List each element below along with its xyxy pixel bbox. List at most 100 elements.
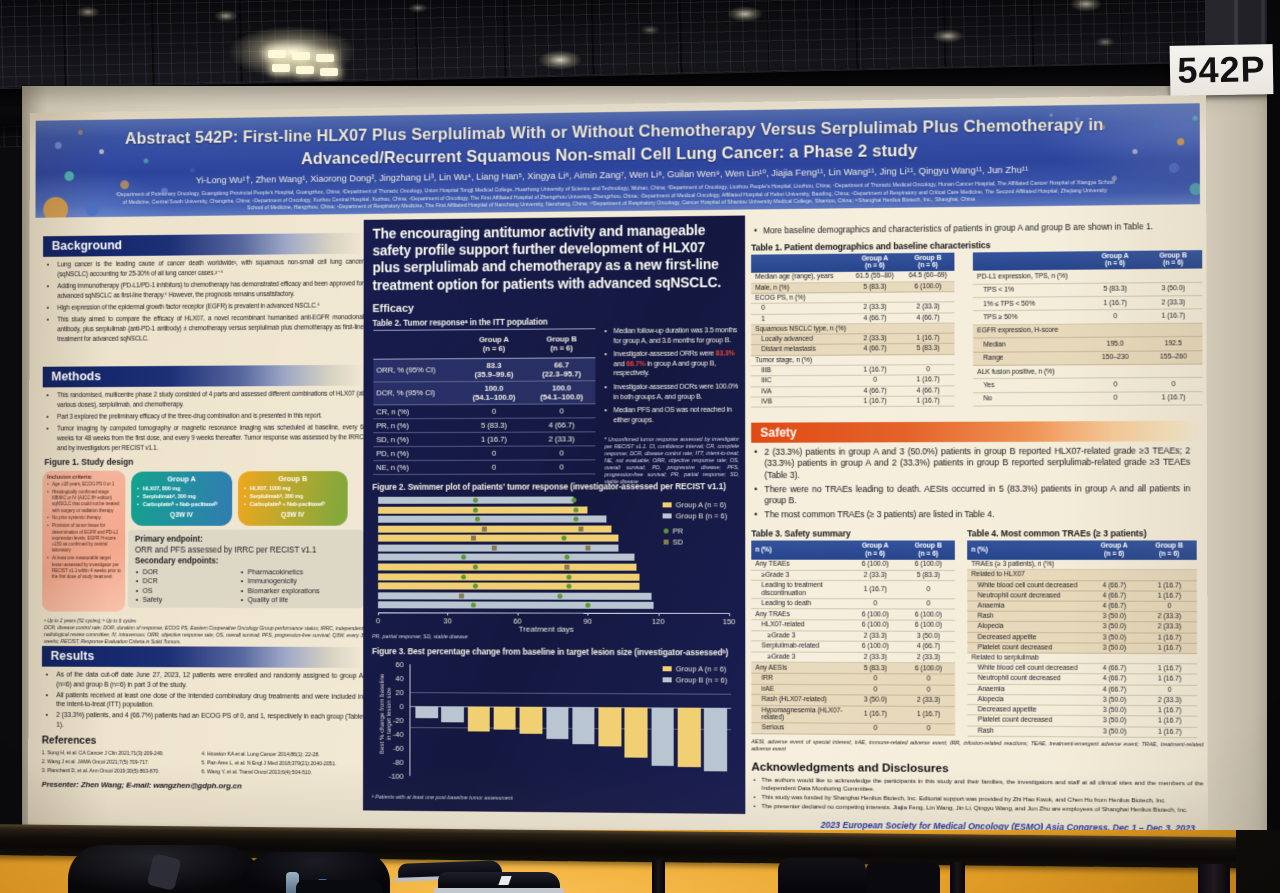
secondary-endpoint: DCR (135, 577, 240, 586)
table2-title: Table 2. Tumor responseᵃ in the ITT popu… (372, 317, 548, 328)
table-row: Yes 0 0 (973, 378, 1203, 394)
inclusion-criterion: Age ≥18 years, ECOG PS 0 or 1 (47, 482, 122, 488)
table4-header: n (%) Group A (n = 6) Group B (n = 6) (967, 540, 1197, 561)
table-row: ALK fusion positive, n (%) (973, 364, 1203, 380)
table1-right-header: Group A (n = 6) Group B (n = 6) (972, 249, 1203, 271)
table1-intro: More baseline demographics and character… (751, 222, 1202, 238)
table3-body: Any TEAEs 6 (100.0) 6 (100.0) ≥Grade 3 2… (751, 559, 956, 736)
secondary-endpoints-left: DORDCROSSafety (135, 567, 240, 604)
waterfall-bar (651, 707, 674, 767)
ceiling-lamp (320, 68, 338, 76)
secondary-endpoints-label: Secondary endpoints: (134, 556, 219, 566)
decorative-dot (1153, 120, 1163, 130)
table-row: TRAEs (≥ 3 patients), n (%) (967, 560, 1197, 571)
pr-marker (557, 593, 562, 599)
table1-right: Group A (n = 6) Group B (n = 6) PD-L1 expr… (972, 249, 1203, 407)
ceiling-light (932, 29, 964, 43)
reference-item: 5. Paz-Ares L, et al. N Engl J Med 2018;… (201, 760, 337, 768)
secondary-endpoint: OS (135, 586, 240, 595)
y-axis (409, 664, 411, 776)
acknowledgments-heading: Acknowledgments and Disclosures (751, 761, 949, 775)
orr-value-b: 66.7% (626, 360, 646, 368)
results-bullet: 2 (33.3%) patients, and 4 (66.7%) patien… (42, 711, 363, 732)
middle-panel: The encouraging antitumor activity and m… (362, 215, 746, 814)
x-axis-title: Treatment days (518, 624, 574, 634)
waterfall-bar (572, 706, 595, 745)
table1-left-body: Median age (range), years 61.5 (55–80) 6… (751, 271, 955, 408)
ceiling-light (214, 10, 238, 22)
waterfall-bar (493, 706, 516, 730)
presenter-line: Presenter: Zhen Wang; E-mail: wangzhen@g… (41, 779, 242, 791)
inclusion-criteria-box: Inclusion criteria: Age ≥18 years, ECOG … (42, 470, 126, 612)
secondary-endpoint: Safety (135, 595, 240, 604)
table1-right-body: PD-L1 expression, TPS, n (%) TPS < 1% 5 … (972, 268, 1203, 407)
results-bullet: As of the data cut-off date June 27, 202… (42, 671, 363, 692)
swimmer-bar (378, 582, 640, 590)
floor-object (778, 858, 866, 893)
figure3-footnote: ᵇ Patients with at least one post-baseli… (371, 794, 513, 802)
table-row: Rash 3 (50.0) 2 (33.3) (967, 611, 1197, 623)
secondary-endpoint: Biomarker explorations (240, 586, 320, 595)
x-tick-label: 0 (375, 616, 381, 626)
group-a-schedule: Q3W IV (169, 511, 194, 519)
swimmer-bar (378, 515, 607, 523)
right-column: More baseline demographics and character… (751, 215, 1204, 833)
pr-marker (461, 574, 467, 580)
reference-item: 6. Wang Y, et al. Transl Oncol 2013;6(4)… (201, 769, 312, 777)
table2-col-group-a: Group A (n = 6) (478, 334, 509, 353)
decorative-dot (1176, 138, 1185, 146)
table4-title: Table 4. Most common TRAEs (≥ 3 patients… (967, 528, 1147, 539)
waterfall-bar (519, 706, 543, 735)
group-b-schedule: Q3W IV (281, 511, 305, 519)
table2-row: PR, n (%) 5 (83.3) 4 (66.7) (373, 418, 596, 434)
figure3-waterfall-plot: 60 40 20 0 -20 -40 -60 -80 -100 Group A (n = 6) Gr… (372, 657, 739, 796)
decorative-dot (1192, 115, 1198, 121)
table-row: IVB 1 (16.7) 1 (16.7) (751, 396, 955, 408)
table-row: Any TEAEs 6 (100.0) 6 (100.0) (751, 559, 955, 571)
table-row: Anaemia 4 (66.7) 0 (967, 601, 1197, 613)
methods-bullets: This randomised, multicentre phase 2 stu… (43, 390, 364, 454)
decorative-dot (1111, 175, 1117, 181)
left-column: Background Lung cancer is the leading ca… (41, 108, 364, 836)
efficacy-bullets: Median follow-up duration was 3.5 months… (604, 326, 743, 430)
table-row: Decreased appetite 3 (50.0) 1 (16.7) (967, 632, 1197, 644)
ceiling-light (408, 3, 428, 13)
ceiling-lamp (296, 66, 314, 74)
figure2-footnote: PR, partial response; SD, stable disease (372, 634, 468, 641)
table-row: ≥Grade 3 2 (33.3) 5 (83.3) (751, 570, 955, 582)
swimmer-bar (378, 534, 619, 542)
reference-item: 4. Houston KA et al. Lung Cancer 2014;86… (201, 751, 320, 759)
sd-marker (491, 545, 497, 551)
ceiling-lamp (272, 64, 290, 72)
safety-bullet: There were no TRAEs leading to death. AE… (751, 483, 1203, 507)
inclusion-criteria-title: Inclusion criteria: (47, 474, 93, 481)
figure1-footnote2: DCR, disease control rate; DOR, duration… (43, 625, 364, 646)
figure3-title: Figure 3. Best percentage change from ba… (372, 646, 729, 658)
x-tick (658, 612, 660, 616)
table2-header: Group A (n = 6) Group B (n = 6) (373, 328, 596, 360)
table2-row: CR, n (%) 0 0 (373, 404, 596, 420)
table2-row: SD, n (%) 1 (16.7) 2 (33.3) (373, 432, 596, 447)
floor-object (1198, 864, 1230, 893)
waterfall-bar (598, 707, 622, 747)
floor-object (866, 862, 940, 893)
efficacy-bullet: Investigator-assessed DCRs were 100.0% i… (604, 382, 743, 402)
figure2-title: Figure 2. Swimmer plot of patients' tumo… (372, 481, 726, 492)
x-tick (587, 612, 589, 616)
reference-item: 2. Wang J et al. JAMA Oncol 2021;7(5):70… (41, 759, 150, 766)
inclusion-criterion: No prior systemic therapy (47, 516, 122, 522)
pr-marker (571, 497, 577, 503)
section-safety-header: Safety (751, 420, 1203, 444)
figure1-footnote1: ᵃ Up to 2 years (52 cycles); ᵇ Up to 6 c… (43, 618, 137, 625)
sd-marker (470, 535, 476, 541)
group-b-box: Group B HLX07, 1000 mgSerplulimabᵃ, 300 … (237, 471, 348, 526)
inclusion-criteria-list: Age ≥18 years, ECOG PS 0 or 1Histologica… (47, 482, 123, 581)
section-background-header: Background (43, 232, 364, 257)
table2-body: ORR, % (95% CI) 83.3 (35.9–99.6) 66.7 (22.… (373, 358, 596, 475)
ceiling-light (1095, 37, 1115, 47)
waterfall-bar (415, 706, 438, 719)
x-tick-label: 120 (651, 616, 665, 627)
x-tick (378, 612, 380, 616)
background-bullet: Lung cancer is the leading cause of canc… (43, 258, 364, 280)
table-row: No 0 1 (16.7) (973, 391, 1203, 407)
